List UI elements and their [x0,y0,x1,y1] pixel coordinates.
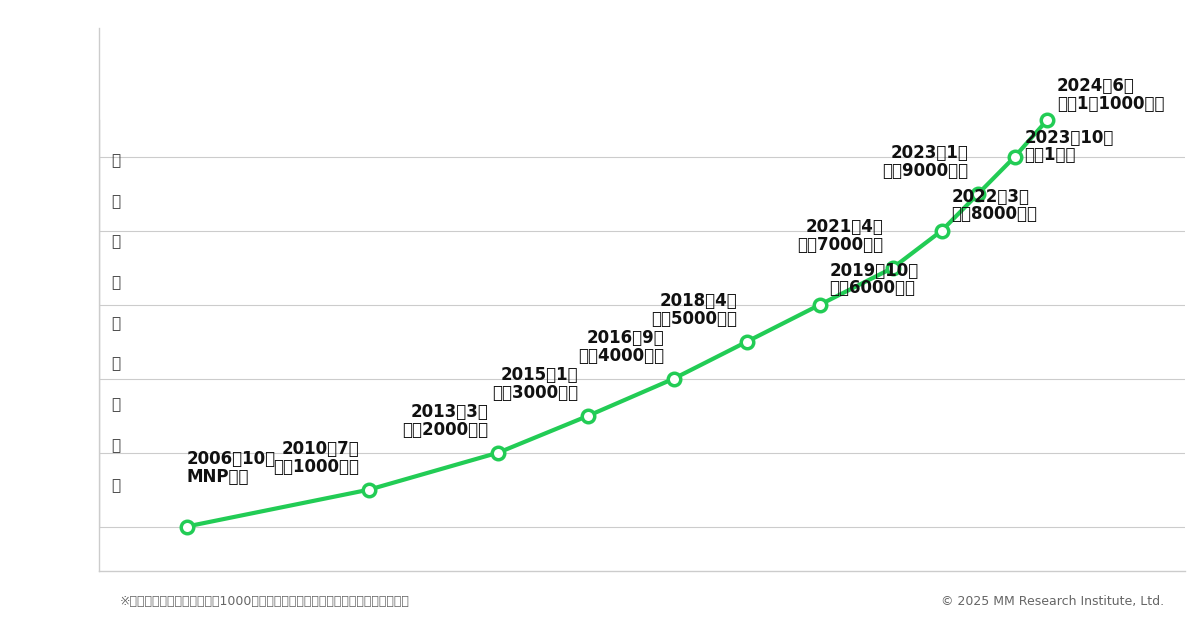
Text: 2006年10月: 2006年10月 [187,450,276,468]
Text: Ｐ: Ｐ [112,275,121,290]
Text: 累計6000万件: 累計6000万件 [829,279,916,297]
Text: ※ＭＭ総研調べ（何年何月に1000万件単位を突破したかのイメージとなります）: ※ＭＭ総研調べ（何年何月に1000万件単位を突破したかのイメージとなります） [120,595,410,608]
Text: 2021年4月: 2021年4月 [805,218,883,236]
Text: 累計4000万件: 累計4000万件 [577,346,664,365]
Text: 累計8000万件: 累計8000万件 [952,205,1037,224]
Text: 数: 数 [112,438,121,453]
Text: MNP開始: MNP開始 [187,468,250,486]
Text: Ｍ: Ｍ [112,194,121,209]
Text: 2019年10月: 2019年10月 [829,261,919,280]
Text: 2023年1月: 2023年1月 [890,144,968,162]
Text: 累計2000万件: 累計2000万件 [402,421,488,438]
Text: 2016年9月: 2016年9月 [586,329,664,347]
Text: 累: 累 [112,316,121,331]
Text: 2024年6月: 2024年6月 [1057,77,1135,95]
Text: 累計5000万件: 累計5000万件 [650,310,737,328]
Text: （: （ [112,153,121,168]
Text: 累計7000万件: 累計7000万件 [797,236,883,254]
Text: 累計9000万件: 累計9000万件 [882,162,968,180]
Text: 累計1億1000万件: 累計1億1000万件 [1057,94,1164,113]
Text: 2022年3月: 2022年3月 [952,188,1030,206]
Text: 2010年7月: 2010年7月 [282,440,360,458]
Text: 2018年4月: 2018年4月 [659,292,737,310]
Text: 2013年3月: 2013年3月 [410,403,488,421]
Text: 2023年10月: 2023年10月 [1025,129,1114,147]
Text: 累計1億件: 累計1億件 [1025,146,1075,164]
Text: 累計3000万件: 累計3000万件 [492,384,578,402]
Text: 累計1000万件: 累計1000万件 [274,457,360,476]
Text: 計: 計 [112,357,121,372]
Text: © 2025 MM Research Institute, Ltd.: © 2025 MM Research Institute, Ltd. [941,595,1164,608]
Text: 2015年1月: 2015年1月 [502,366,578,384]
Text: ）: ） [112,478,121,493]
Text: 件: 件 [112,397,121,412]
Text: Ｎ: Ｎ [112,234,121,249]
